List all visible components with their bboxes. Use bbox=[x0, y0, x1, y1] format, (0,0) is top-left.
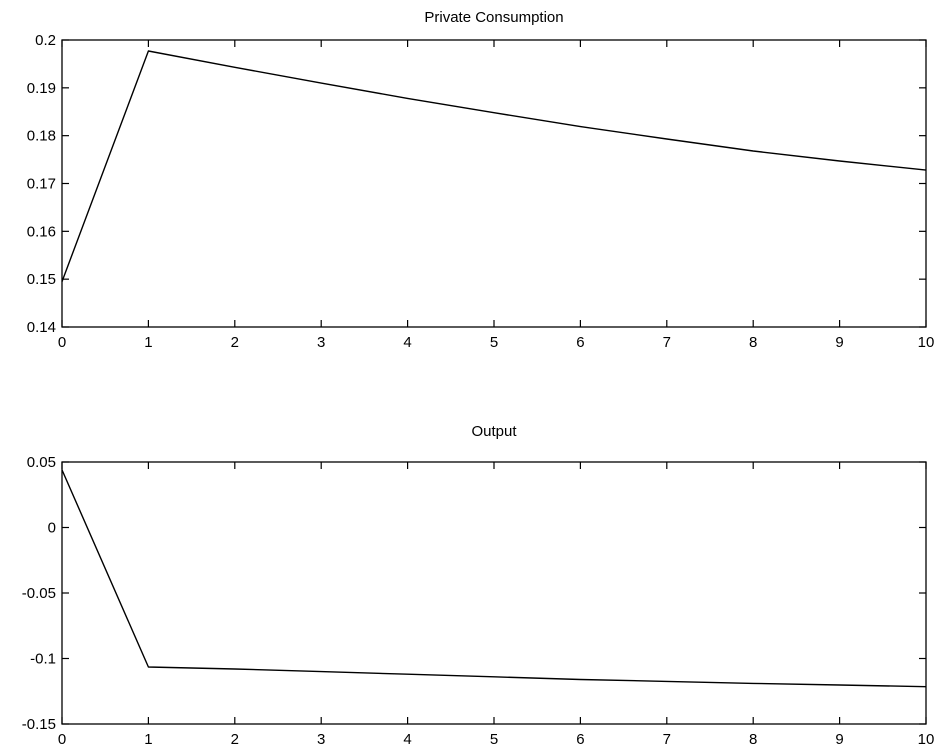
chart-title: Private Consumption bbox=[424, 9, 563, 26]
y-tick-label: 0.2 bbox=[35, 32, 56, 49]
x-tick-label: 4 bbox=[403, 731, 411, 748]
x-tick-label: 8 bbox=[749, 334, 757, 351]
x-tick-label: 3 bbox=[317, 731, 325, 748]
x-tick-label: 0 bbox=[58, 731, 66, 748]
y-tick-label: 0 bbox=[48, 520, 56, 537]
chart-title: Output bbox=[471, 423, 517, 440]
x-tick-label: 7 bbox=[663, 334, 671, 351]
x-tick-label: 2 bbox=[231, 731, 239, 748]
y-tick-label: 0.15 bbox=[27, 271, 56, 288]
x-tick-label: 9 bbox=[835, 334, 843, 351]
y-tick-label: 0.05 bbox=[27, 454, 56, 471]
x-tick-label: 6 bbox=[576, 731, 584, 748]
panel-private-consumption: Private Consumption 0 1 2 3 4 5 6 7 8 9 10 0.14 0.15… bbox=[27, 9, 935, 351]
x-tick-label: 10 bbox=[918, 334, 935, 351]
y-tick-label: -0.15 bbox=[22, 716, 56, 733]
x-tick-label: 10 bbox=[918, 731, 935, 748]
x-tick-label: 5 bbox=[490, 334, 498, 351]
y-tick-label: 0.16 bbox=[27, 223, 56, 240]
x-tick-label: 0 bbox=[58, 334, 66, 351]
x-tick-label: 3 bbox=[317, 334, 325, 351]
x-tick-label: 6 bbox=[576, 334, 584, 351]
y-tick-label: 0.14 bbox=[27, 319, 56, 336]
x-tick-label: 5 bbox=[490, 731, 498, 748]
x-tick-label: 8 bbox=[749, 731, 757, 748]
x-tick-label: 2 bbox=[231, 334, 239, 351]
panel-output: Output 0 1 2 3 4 5 6 7 8 9 10 -0.15 -0.1 -0.05 0 0.05 bbox=[22, 423, 935, 748]
axes-frame bbox=[61, 39, 927, 328]
series-line bbox=[61, 469, 927, 688]
y-tick-label: 0.19 bbox=[27, 80, 56, 97]
x-tick-label: 1 bbox=[144, 731, 152, 748]
series-line bbox=[61, 50, 927, 282]
y-tick-label: 0.18 bbox=[27, 128, 56, 145]
x-tick-label: 7 bbox=[663, 731, 671, 748]
y-tick-label: -0.1 bbox=[30, 651, 56, 668]
x-tick-label: 1 bbox=[144, 334, 152, 351]
x-tick-label: 9 bbox=[835, 731, 843, 748]
y-tick-label: 0.17 bbox=[27, 176, 56, 193]
y-tick-label: -0.05 bbox=[22, 585, 56, 602]
x-tick-label: 4 bbox=[403, 334, 411, 351]
